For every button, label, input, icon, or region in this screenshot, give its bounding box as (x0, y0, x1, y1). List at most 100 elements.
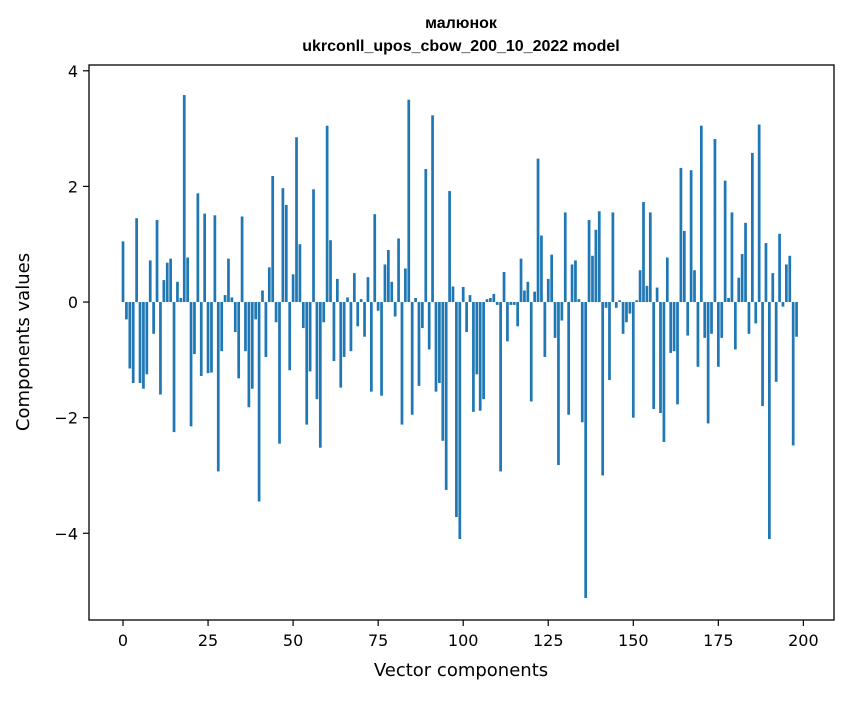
bar (356, 302, 360, 327)
bar (417, 302, 421, 386)
bar (240, 216, 244, 303)
bar (720, 302, 724, 338)
bar (152, 302, 155, 334)
bar (329, 240, 332, 303)
bar (465, 302, 468, 333)
bar (574, 260, 577, 303)
bar (424, 169, 428, 303)
bar (451, 286, 455, 303)
chart-title-line-1: малюнок (425, 15, 498, 32)
bar (159, 302, 162, 395)
bar (172, 302, 176, 433)
bar (618, 300, 622, 303)
bar (475, 302, 479, 375)
bar (516, 302, 519, 327)
y-tick-label: 4 (68, 62, 78, 81)
bar (648, 212, 652, 303)
x-tick-label: 150 (618, 631, 649, 650)
bar (312, 189, 315, 303)
bar (380, 302, 383, 396)
bar (669, 302, 673, 353)
bar (400, 302, 404, 425)
y-tick-label: 0 (68, 293, 78, 312)
bar (533, 291, 536, 303)
bar (543, 302, 547, 357)
bar (713, 139, 717, 303)
bar (512, 302, 516, 305)
bar (421, 302, 424, 329)
bar (407, 99, 411, 303)
bar (696, 302, 700, 367)
y-axis-ticks: 4 2 0 −2 −4 (54, 62, 89, 543)
bar (121, 241, 125, 303)
bar (499, 302, 502, 472)
bar (478, 302, 482, 411)
bar (230, 297, 234, 303)
bar (557, 302, 560, 466)
bar (567, 302, 571, 415)
bar (693, 270, 696, 303)
bar (189, 302, 193, 427)
bar (298, 244, 302, 303)
bar (502, 271, 506, 303)
bar (642, 202, 645, 303)
bar (730, 212, 734, 303)
bar (332, 302, 336, 361)
bar (587, 219, 591, 303)
bar (495, 302, 499, 305)
bar (652, 302, 656, 409)
bar (577, 299, 581, 303)
bar (169, 258, 172, 303)
bar (458, 302, 462, 540)
bar (278, 302, 281, 444)
bar (441, 302, 445, 441)
plot-frame (88, 64, 835, 621)
bar (295, 137, 298, 303)
bar (563, 212, 567, 303)
bar (682, 230, 686, 303)
bar (723, 180, 727, 303)
bar (397, 238, 400, 303)
bar (383, 264, 387, 303)
bar (359, 299, 363, 303)
bar (774, 302, 778, 382)
bar (254, 302, 258, 320)
bar (223, 295, 227, 303)
bar (472, 302, 475, 412)
y-tick-label: −2 (54, 409, 78, 428)
bar (560, 302, 564, 321)
bar (448, 191, 451, 303)
bar (771, 273, 775, 303)
y-tick-label: −4 (54, 524, 78, 543)
bar (686, 302, 690, 336)
bar (553, 302, 557, 338)
bar (455, 302, 458, 518)
bar (506, 302, 509, 342)
bar (489, 297, 492, 303)
bar (757, 124, 761, 303)
bar (526, 281, 530, 303)
bar (761, 302, 764, 407)
x-tick-label: 0 (118, 631, 128, 650)
bar (274, 302, 278, 323)
bar (145, 302, 149, 375)
bar (672, 302, 676, 352)
bar (638, 270, 642, 303)
bar (373, 214, 377, 303)
bar (621, 302, 625, 334)
bar (288, 302, 292, 371)
bar (665, 257, 669, 303)
bar (261, 290, 264, 303)
bar (387, 250, 390, 303)
bar (267, 267, 271, 303)
y-tick-label: 2 (68, 177, 78, 196)
bar (431, 115, 434, 303)
bar (601, 302, 605, 476)
bar (179, 297, 183, 303)
bar (645, 285, 649, 303)
bar (427, 302, 431, 350)
bar (131, 302, 135, 383)
bar (176, 281, 179, 303)
